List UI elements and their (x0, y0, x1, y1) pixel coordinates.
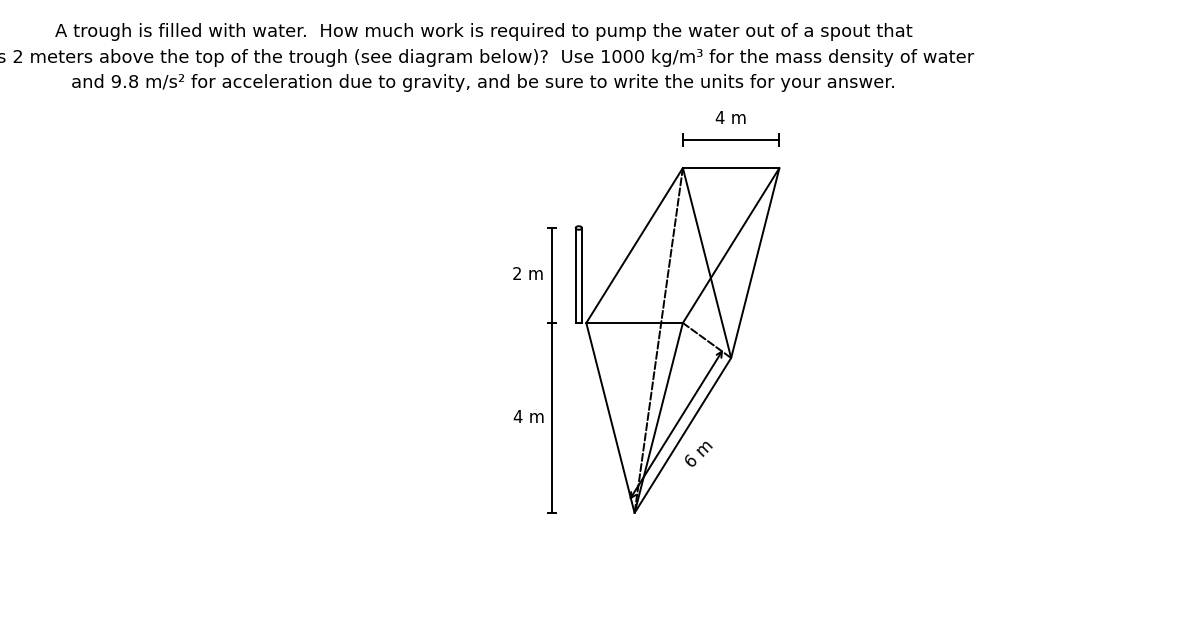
Text: 2 m: 2 m (512, 266, 545, 284)
Text: 4 m: 4 m (715, 110, 748, 128)
Text: 4 m: 4 m (512, 409, 545, 427)
Text: 6 m: 6 m (683, 437, 718, 472)
Text: A trough is filled with water.  How much work is required to pump the water out : A trough is filled with water. How much … (0, 23, 974, 92)
